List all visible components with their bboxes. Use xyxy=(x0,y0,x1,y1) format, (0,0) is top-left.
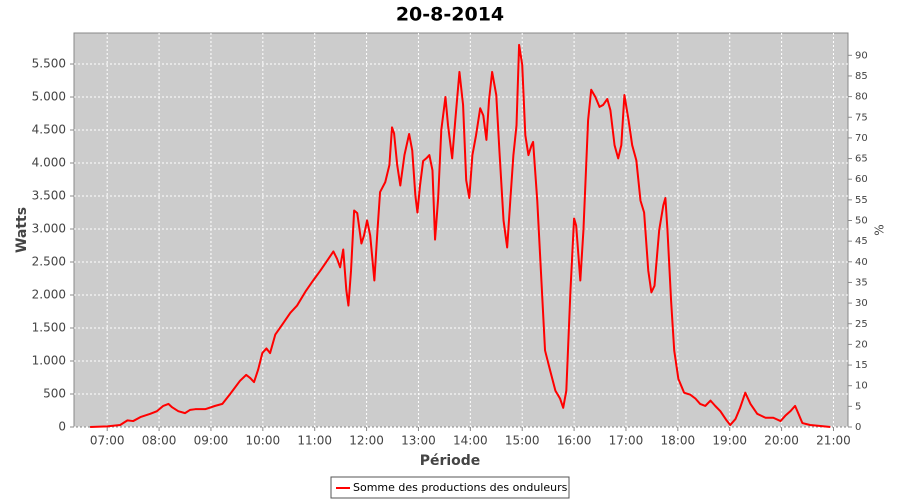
y-axis-label: Watts xyxy=(14,207,30,253)
x-tick-label: 15:00 xyxy=(505,434,540,448)
y2-tick-label: 70 xyxy=(855,133,868,144)
y-tick-label: 5.000 xyxy=(32,90,66,104)
x-tick-label: 16:00 xyxy=(557,434,592,448)
y2-tick-label: 90 xyxy=(855,50,868,61)
y2-tick-label: 60 xyxy=(855,174,868,185)
y2-tick-label: 5 xyxy=(855,401,861,412)
y2-tick-label: 0 xyxy=(855,422,861,433)
x-tick-label: 13:00 xyxy=(401,434,436,448)
y-tick-label: 500 xyxy=(43,387,66,401)
x-tick-label: 11:00 xyxy=(297,434,332,448)
y2-tick-label: 55 xyxy=(855,195,868,206)
y2-tick-label: 45 xyxy=(855,236,868,247)
y2-tick-label: 80 xyxy=(855,92,868,103)
x-tick-label: 21:00 xyxy=(816,434,851,448)
y2-tick-label: 25 xyxy=(855,319,868,330)
y-tick-label: 4.500 xyxy=(32,123,66,137)
y2-tick-label: 75 xyxy=(855,112,868,123)
legend-label: Somme des productions des onduleurs xyxy=(353,481,568,494)
y-tick-label: 1.500 xyxy=(32,321,66,335)
chart-title: 20-8-2014 xyxy=(396,4,504,26)
y2-tick-label: 20 xyxy=(855,339,868,350)
x-tick-label: 07:00 xyxy=(90,434,125,448)
x-tick-label: 17:00 xyxy=(609,434,644,448)
y2-tick-label: 65 xyxy=(855,154,868,165)
y-tick-label: 3.000 xyxy=(32,222,66,236)
y2-tick-label: 15 xyxy=(855,360,868,371)
y-tick-label: 3.500 xyxy=(32,189,66,203)
y-tick-label: 5.500 xyxy=(32,57,66,71)
x-tick-label: 09:00 xyxy=(194,434,229,448)
data-line xyxy=(90,43,831,428)
y-tick-label: 1.000 xyxy=(32,354,66,368)
y2-tick-label: 10 xyxy=(855,381,868,392)
x-tick-label: 10:00 xyxy=(246,434,281,448)
y-tick-label: 2.500 xyxy=(32,255,66,269)
x-tick-label: 19:00 xyxy=(712,434,747,448)
x-tick-label: 18:00 xyxy=(661,434,696,448)
y2-tick-label: 35 xyxy=(855,277,868,288)
x-tick-label: 20:00 xyxy=(764,434,799,448)
y2-tick-label: 40 xyxy=(855,257,868,268)
y-tick-label: 0 xyxy=(58,420,66,434)
y2-tick-label: 30 xyxy=(855,298,868,309)
y-tick-label: 4.000 xyxy=(32,156,66,170)
legend: Somme des productions des onduleurs xyxy=(330,476,570,499)
y2-tick-label: 50 xyxy=(855,216,868,227)
y2-tick-label: 85 xyxy=(855,71,868,82)
x-tick-label: 12:00 xyxy=(349,434,384,448)
legend-box xyxy=(330,476,570,499)
y-tick-label: 2.000 xyxy=(32,288,66,302)
x-axis-label: Période xyxy=(420,453,481,469)
y2-axis-label: % xyxy=(873,224,887,235)
x-tick-label: 08:00 xyxy=(142,434,177,448)
x-tick-label: 14:00 xyxy=(453,434,488,448)
